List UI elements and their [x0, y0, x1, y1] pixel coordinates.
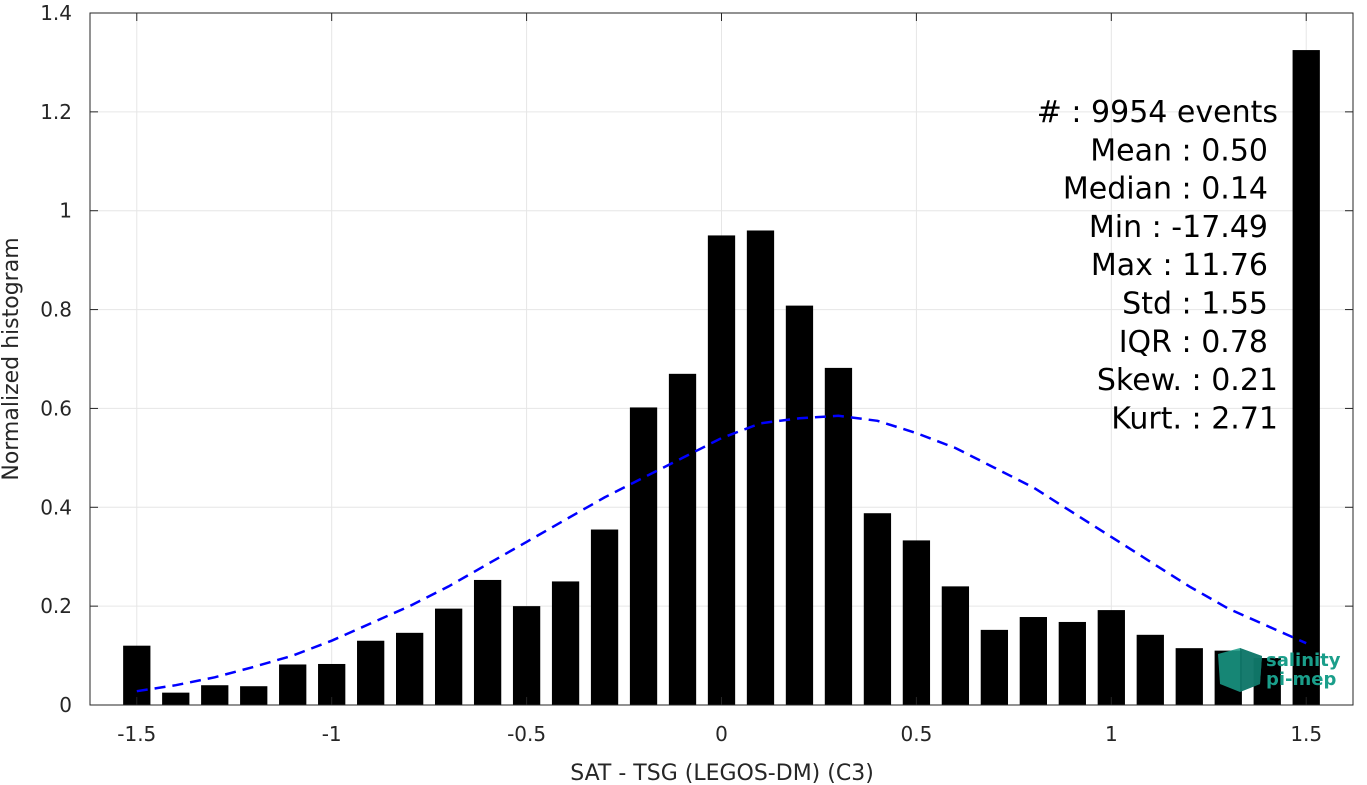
stat-line: Kurt. : 2.71 [1111, 401, 1278, 436]
x-tick-label: 0 [715, 722, 728, 746]
y-tick-label: 1.4 [40, 1, 72, 25]
histogram-bar [785, 305, 814, 705]
y-tick-label: 0 [59, 693, 72, 717]
y-tick-labels: 0 0.2 0.4 0.6 0.8 1 1.2 1.4 [40, 1, 72, 717]
histogram-bar [1019, 617, 1047, 705]
stat-line: IQR : 0.78 [1119, 325, 1268, 360]
y-axis-label: Normalized histogram [0, 237, 24, 480]
histogram-bar [201, 685, 229, 705]
logo-line1: salinity [1266, 650, 1341, 671]
stat-line: Min : -17.49 [1089, 210, 1268, 245]
histogram-bar [1058, 621, 1086, 705]
histogram-bar [1136, 634, 1164, 705]
histogram-bar [434, 608, 463, 705]
x-tick-label: 1.5 [1290, 722, 1322, 746]
stat-line: # : 9954 events [1037, 95, 1278, 130]
y-tick-label: 1 [59, 199, 72, 223]
histogram-bar [1175, 648, 1203, 705]
x-tick-label: -1 [322, 722, 342, 746]
histogram-bar [357, 640, 385, 705]
histogram-bar [1292, 50, 1320, 706]
histogram-bar [590, 529, 619, 705]
histogram-bar [1097, 610, 1125, 705]
logo-line2: pi-mep [1266, 669, 1336, 690]
y-tick-label: 1.2 [40, 100, 72, 124]
x-tick-labels: -1.5 -1 -0.5 0 0.5 1 1.5 [117, 722, 1322, 746]
y-tick-label: 0.6 [40, 396, 72, 420]
histogram-bar [279, 664, 307, 705]
y-tick-label: 0.2 [40, 594, 72, 618]
histogram-bar [824, 367, 853, 705]
histogram-bar [162, 692, 190, 705]
histogram-bar [863, 513, 892, 705]
y-tick-label: 0.4 [40, 495, 72, 519]
histogram-bar [240, 686, 268, 705]
x-tick-label: -0.5 [507, 722, 546, 746]
histogram-bar [941, 586, 970, 705]
histogram-bar [512, 606, 541, 705]
histogram-bar [629, 407, 658, 705]
histogram-bar [473, 579, 502, 705]
logo-cube-face-icon [1240, 648, 1262, 692]
normal-fit-curve [136, 414, 1307, 693]
histogram-bar [746, 230, 775, 705]
stat-line: Max : 11.76 [1091, 248, 1268, 283]
histogram-bar [396, 632, 424, 705]
y-tick-label: 0.8 [40, 298, 72, 322]
histogram-bar [902, 540, 931, 705]
stat-line: Skew. : 0.21 [1097, 363, 1278, 398]
salinity-pi-mep-logo: salinity pi-mep [1218, 648, 1341, 692]
histogram-bar [668, 373, 697, 705]
histogram-bar [707, 235, 736, 705]
axis-ticks [90, 12, 1353, 706]
x-tick-label: -1.5 [117, 722, 156, 746]
x-tick-label: 1 [1105, 722, 1118, 746]
histogram-bars [123, 50, 1320, 706]
stat-line: Mean : 0.50 [1090, 133, 1268, 168]
stat-line: Median : 0.14 [1063, 172, 1268, 207]
histogram-bar [551, 581, 580, 705]
stat-line: Std : 1.55 [1122, 287, 1268, 322]
x-axis-label: SAT - TSG (LEGOS-DM) (C3) [570, 761, 874, 785]
x-tick-label: 0.5 [901, 722, 933, 746]
histogram-bar [980, 629, 1009, 705]
histogram-bar [123, 645, 151, 705]
